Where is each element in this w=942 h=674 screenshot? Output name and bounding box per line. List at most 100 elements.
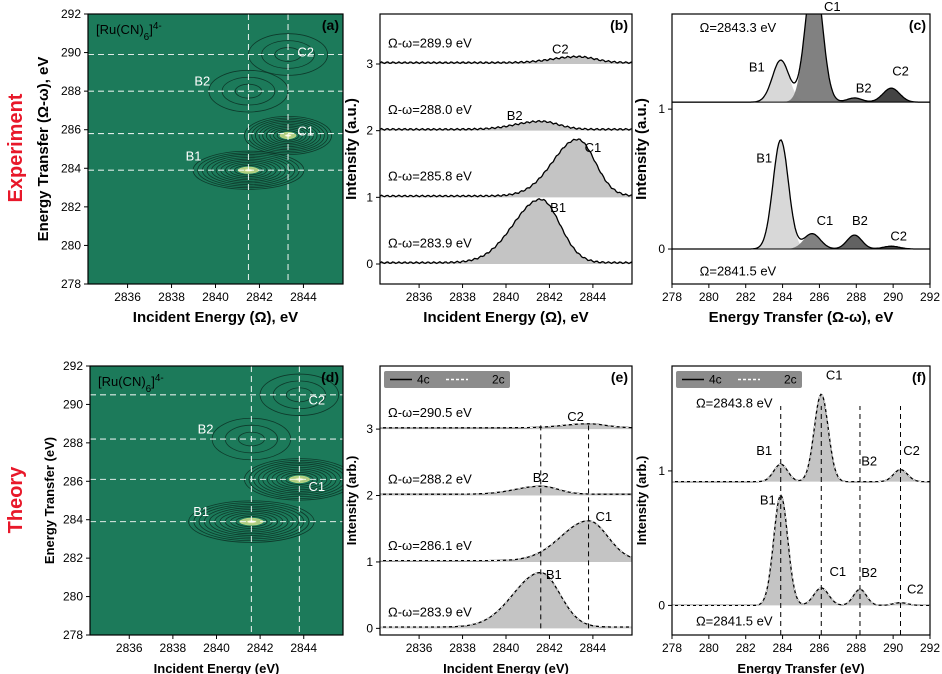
component-peak-fill [778, 233, 846, 250]
y-tick-label: 282 [63, 551, 83, 565]
spectrum-peak-label: C2 [890, 229, 907, 244]
cut-peak-label: C1 [585, 140, 602, 155]
spectrum-cut-label: Ω=2841.5 eV [696, 614, 773, 629]
cut-fill-area [380, 572, 632, 629]
y-tick-label: 1 [366, 190, 373, 204]
x-tick-label: 280 [699, 641, 719, 655]
spectrum-cut-label: Ω=2843.3 eV [700, 20, 777, 35]
cut-peak-label: C2 [552, 41, 569, 56]
y-tick-label: 0 [366, 257, 373, 271]
cut-peak-label: B2 [533, 470, 549, 485]
x-tick-label: 278 [662, 290, 682, 304]
x-tick-label: 284 [773, 641, 793, 655]
y-tick-label: 278 [63, 628, 83, 642]
map-background [90, 366, 343, 635]
y-axis-label: Intensity (a.u.) [633, 98, 650, 200]
cut-line [380, 138, 632, 198]
x-axis-label: Energy Transfer (Ω-ω), eV [709, 309, 894, 326]
component-peak-fill [824, 235, 884, 250]
spectrum-peak-label: B1 [756, 443, 772, 458]
legend-entry-2c: 2c [784, 373, 797, 387]
panel-c: Ω=2841.5 eV B1 C1 B2 C2 Ω=2843.3 eV B1 C1 B2 C2 27… [633, 0, 940, 326]
y-tick-label: 292 [63, 359, 83, 373]
cut-peak-label: B1 [546, 567, 562, 582]
y-tick-label: 288 [63, 436, 83, 450]
y-tick-label: 1 [658, 102, 665, 116]
y-tick-label: 1 [658, 464, 665, 478]
spectrum-line-2c [672, 494, 930, 606]
x-tick-label: 282 [736, 641, 756, 655]
y-tick-label: 290 [61, 46, 81, 60]
title-subscript: 6 [146, 384, 152, 395]
y-tick-label: 2 [366, 124, 373, 138]
x-tick-label: 2844 [290, 641, 317, 655]
contour-ring [276, 130, 300, 141]
x-tick-label: 2842 [247, 641, 274, 655]
title-subscript: 6 [144, 32, 150, 43]
panel-a: [Ru(CN)6]4- B1 C1 B2 C2 2836 2838 2840 2842 2844 2… [35, 7, 344, 326]
y-axis-label: Intensity (a.u.) [343, 98, 360, 200]
x-tick-label: 286 [809, 641, 829, 655]
title-base: [Ru(CN) [98, 374, 146, 389]
y-tick-label: 280 [63, 590, 83, 604]
x-tick-label: 282 [736, 290, 756, 304]
y-tick-label: 0 [658, 242, 665, 256]
x-tick-label: 2838 [449, 290, 476, 304]
x-tick-label: 2836 [116, 641, 143, 655]
y-axis-label: Intensity (arb.) [344, 456, 359, 546]
cut-peak-label: B2 [507, 108, 523, 123]
spectrum-peak-label: B2 [861, 565, 877, 580]
y-tick-label: 292 [61, 7, 81, 21]
peak-annotation: C1 [309, 479, 326, 494]
cut-peak-label: C2 [567, 409, 584, 424]
map-layer [88, 14, 343, 284]
x-tick-label: 2842 [246, 290, 273, 304]
cut-peak-label: B1 [550, 200, 566, 215]
cut-label: Ω-ω=288.2 eV [388, 472, 472, 487]
map-layer [90, 366, 343, 635]
spectrum-peak-label: C1 [830, 564, 847, 579]
x-tick-label: 292 [920, 641, 940, 655]
title-rest: ] [151, 374, 155, 389]
panel-label: (d) [321, 369, 339, 385]
spectrum-line [672, 494, 930, 607]
y-tick-label: 286 [61, 123, 81, 137]
y-tick-label: 3 [366, 57, 373, 71]
peak-annotation: B1 [186, 149, 202, 164]
peak-annotation: C1 [297, 124, 314, 139]
x-tick-label: 2840 [493, 641, 520, 655]
cut-label: Ω-ω=283.9 eV [388, 235, 472, 250]
cut-label: Ω-ω=290.5 eV [388, 405, 472, 420]
y-axis-label: Energy Transfer (Ω-ω), eV [35, 57, 52, 242]
x-axis-label: Energy Transfer (eV) [737, 661, 864, 674]
y-tick-label: 282 [61, 200, 81, 214]
cuts-layer [380, 55, 632, 265]
y-tick-label: 286 [63, 474, 83, 488]
cut-fill-area [380, 56, 632, 64]
cut-label: Ω-ω=285.8 eV [388, 169, 472, 184]
cut-line-2c [380, 520, 632, 562]
y-tick-label: 1 [366, 555, 373, 569]
x-tick-label: 280 [699, 290, 719, 304]
y-tick-label: 280 [61, 238, 81, 252]
cut-line [380, 55, 632, 65]
cut-line-2c [380, 485, 632, 495]
panel-d: [Ru(CN)6]4- B1 C1 B2 C2 2836 2838 2840 2842 2844 2… [42, 359, 344, 674]
map-title: [Ru(CN)6]4- [96, 21, 162, 43]
x-tick-label: 2844 [290, 290, 317, 304]
legend-entry-2c: 2c [492, 373, 505, 387]
panel-e: Ω-ω=283.9 eV B1 Ω-ω=286.1 eV C1 Ω-ω=288.2 eV… [344, 365, 633, 674]
peak-annotation: B1 [193, 504, 209, 519]
x-axis-label: Incident Energy (eV) [154, 661, 280, 674]
spectrum-peak-label: C2 [907, 581, 924, 596]
title-superscript: 4- [155, 373, 164, 384]
x-tick-label: 2844 [580, 290, 607, 304]
component-peak-fill [747, 60, 814, 103]
spectrum-peak-label: C1 [824, 0, 841, 14]
spectrum-peak-label: C2 [903, 443, 920, 458]
row-label-theory: Theory [5, 466, 27, 534]
y-tick-label: 2 [366, 489, 373, 503]
x-tick-label: 288 [846, 641, 866, 655]
cut-label: Ω-ω=283.9 eV [388, 604, 472, 619]
spectrum-fill-area [672, 394, 930, 482]
